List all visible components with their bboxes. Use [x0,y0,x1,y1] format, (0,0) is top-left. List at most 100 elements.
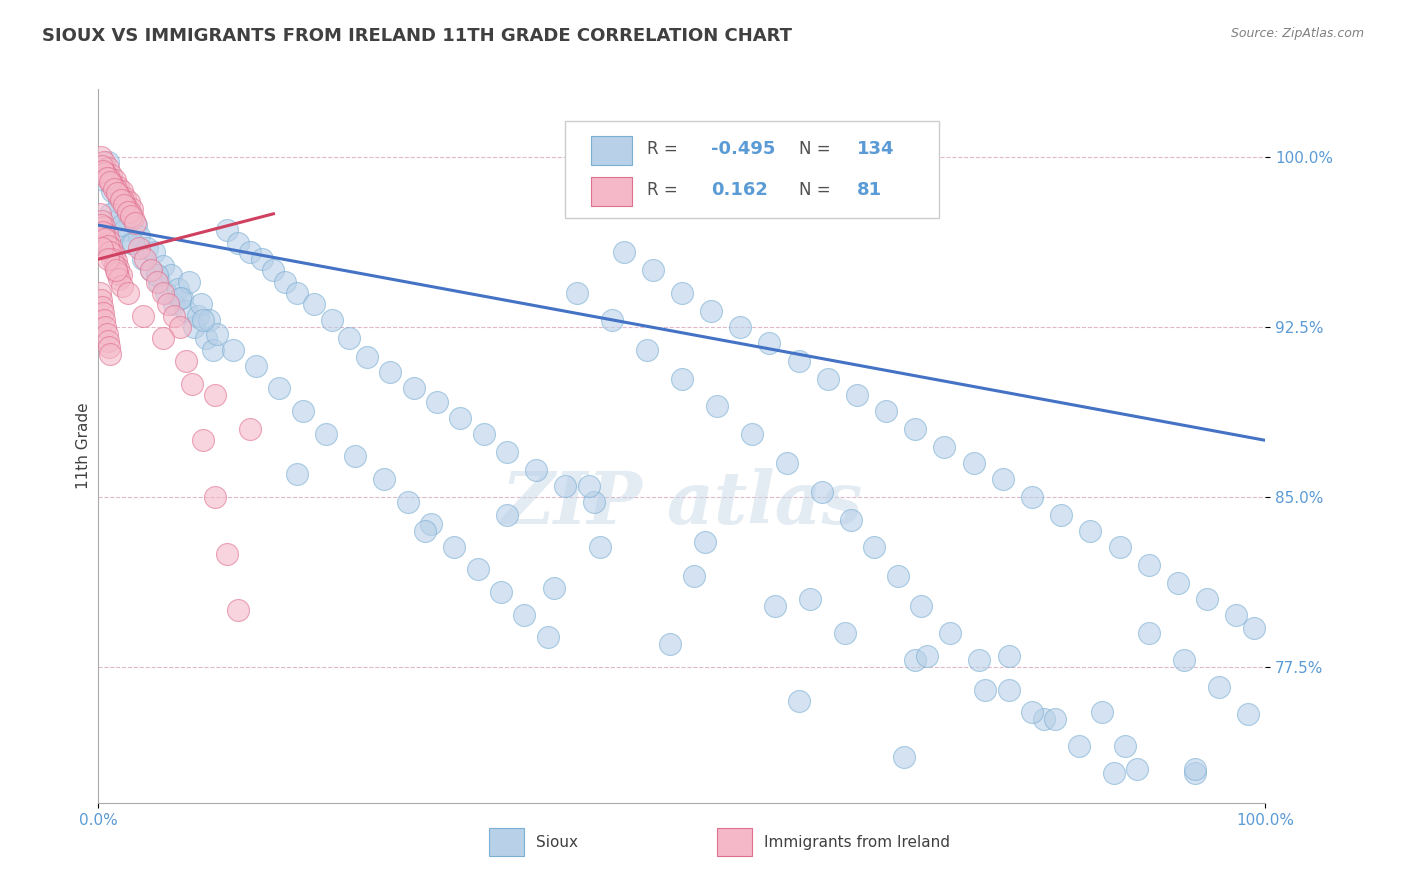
Point [700,304,723,318]
Point [169,291,191,305]
Point [811,485,834,500]
Point [443,540,465,554]
Point [513,607,536,622]
Point [104,263,127,277]
Point [893,750,915,764]
Point [121,202,143,217]
Point [104,182,127,196]
Point [1167,576,1189,591]
Point [285,286,308,301]
Point [166,281,188,295]
Point [758,335,780,350]
Point [104,259,127,273]
Point [613,245,636,260]
Point [221,343,243,357]
FancyBboxPatch shape [591,136,631,165]
Point [997,648,1019,663]
FancyBboxPatch shape [565,121,939,218]
Point [136,241,159,255]
Point [174,304,197,318]
Point [344,449,367,463]
Point [128,241,150,255]
Point [96,326,118,341]
Point [1173,653,1195,667]
Text: N =: N = [799,181,830,199]
Point [1137,558,1160,572]
Point [193,434,215,448]
Point [93,173,115,187]
Point [204,490,226,504]
Point [250,252,273,266]
FancyBboxPatch shape [717,828,752,856]
Point [118,204,141,219]
Point [776,456,799,470]
FancyBboxPatch shape [489,828,524,856]
Point [97,341,120,355]
Point [155,286,177,301]
Point [93,220,115,235]
Point [291,404,314,418]
Point [537,631,560,645]
Point [426,394,449,409]
Point [100,169,122,183]
Point [962,456,984,470]
Point [90,159,112,173]
Point [269,381,291,395]
Point [101,252,124,266]
Point [112,222,135,236]
FancyBboxPatch shape [591,178,631,206]
Point [706,400,728,414]
Point [91,163,114,178]
Point [148,275,170,289]
Point [997,682,1019,697]
Point [787,354,810,368]
Point [110,193,132,207]
Point [98,347,121,361]
Point [159,268,181,282]
Point [111,218,134,232]
Point [201,343,224,357]
Point [139,263,162,277]
Point [152,286,174,301]
Point [128,229,150,244]
Point [183,320,205,334]
Point [124,216,146,230]
Point [1219,818,1241,832]
Point [262,263,284,277]
Point [695,535,717,549]
Text: N =: N = [799,140,830,158]
Point [157,297,180,311]
Point [104,254,127,268]
Point [373,472,395,486]
Point [146,275,169,289]
Point [799,591,821,606]
Point [904,653,927,667]
Point [337,331,360,345]
Point [94,232,117,246]
Point [659,637,682,651]
Point [215,547,238,561]
Point [1237,707,1260,722]
Point [132,309,155,323]
Point [97,161,120,176]
Point [1067,739,1090,754]
Text: -0.495: -0.495 [711,140,776,158]
Point [207,326,229,341]
Point [169,320,191,334]
Point [915,648,938,663]
Point [111,184,134,198]
Point [215,222,238,236]
Point [846,388,869,402]
Point [90,293,112,307]
Point [180,376,202,391]
Point [97,238,120,252]
Point [543,581,565,595]
Point [97,334,120,348]
Point [763,599,786,613]
Point [120,236,142,251]
Point [174,354,197,368]
Point [1243,621,1265,635]
Point [420,517,443,532]
Point [96,227,118,242]
Point [321,313,343,327]
